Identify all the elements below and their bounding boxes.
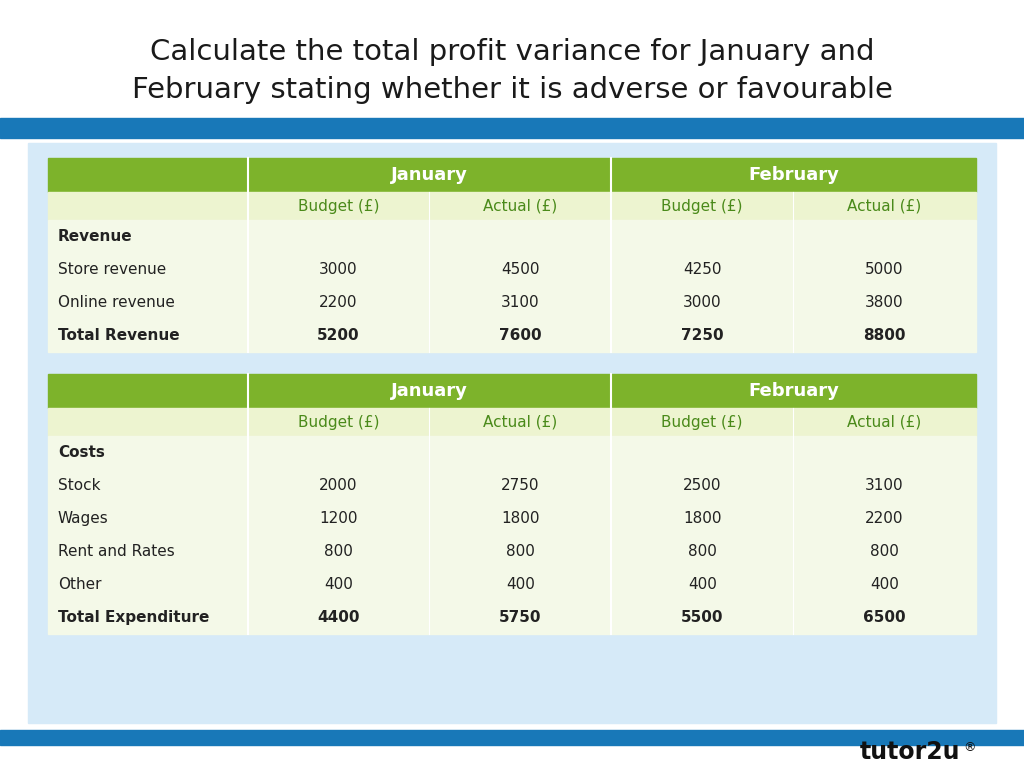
Bar (48, 436, 976, 469)
Text: Total Expenditure: Total Expenditure (58, 610, 209, 625)
Text: Other: Other (58, 577, 101, 592)
Text: Actual (£): Actual (£) (483, 415, 557, 429)
Bar (48, 502, 976, 535)
Text: Budget (£): Budget (£) (662, 415, 743, 429)
Bar (28, 143, 996, 723)
Text: Budget (£): Budget (£) (298, 415, 379, 429)
Text: Costs: Costs (58, 445, 104, 460)
Text: 400: 400 (506, 577, 535, 592)
Text: January: January (391, 382, 468, 400)
Bar (48, 253, 976, 286)
Text: 2750: 2750 (501, 478, 540, 493)
Bar (48, 158, 976, 192)
Text: February: February (749, 166, 839, 184)
Text: 1800: 1800 (683, 511, 722, 526)
Text: Rent and Rates: Rent and Rates (58, 544, 175, 559)
Text: 5750: 5750 (499, 610, 542, 625)
Text: 3100: 3100 (501, 295, 540, 310)
Text: 800: 800 (870, 544, 899, 559)
Text: Budget (£): Budget (£) (298, 198, 379, 214)
Text: 3100: 3100 (865, 478, 904, 493)
Text: January: January (391, 166, 468, 184)
Bar (48, 374, 976, 408)
Text: Stock: Stock (58, 478, 100, 493)
Text: 800: 800 (324, 544, 353, 559)
Bar (48, 192, 976, 220)
Text: Calculate the total profit variance for January and: Calculate the total profit variance for … (150, 38, 874, 66)
Text: 400: 400 (688, 577, 717, 592)
Text: 4400: 4400 (317, 610, 359, 625)
Text: 6500: 6500 (863, 610, 906, 625)
Text: 3800: 3800 (865, 295, 904, 310)
Text: 7600: 7600 (499, 328, 542, 343)
Bar (48, 469, 976, 502)
Text: 400: 400 (870, 577, 899, 592)
Text: February stating whether it is adverse or favourable: February stating whether it is adverse o… (131, 76, 893, 104)
Bar (48, 319, 976, 352)
Text: 3000: 3000 (683, 295, 722, 310)
Text: 4500: 4500 (501, 262, 540, 277)
Text: 800: 800 (506, 544, 535, 559)
Bar (48, 286, 976, 319)
Text: Store revenue: Store revenue (58, 262, 166, 277)
Bar (48, 568, 976, 601)
Text: 2200: 2200 (865, 511, 904, 526)
Text: Budget (£): Budget (£) (662, 198, 743, 214)
Text: 5000: 5000 (865, 262, 904, 277)
Bar (0, 118, 1024, 138)
Text: Actual (£): Actual (£) (483, 198, 557, 214)
Text: 4250: 4250 (683, 262, 722, 277)
Text: 7250: 7250 (681, 328, 724, 343)
Bar (0, 730, 1024, 745)
Text: 2000: 2000 (319, 478, 357, 493)
Text: 800: 800 (688, 544, 717, 559)
Text: Online revenue: Online revenue (58, 295, 175, 310)
Text: ®: ® (963, 741, 976, 754)
Text: Actual (£): Actual (£) (848, 415, 922, 429)
Text: Revenue: Revenue (58, 229, 133, 244)
Bar (48, 601, 976, 634)
Bar (48, 535, 976, 568)
Text: 1200: 1200 (319, 511, 357, 526)
Text: 400: 400 (324, 577, 353, 592)
Text: February: February (749, 382, 839, 400)
Text: 5500: 5500 (681, 610, 724, 625)
Text: 2200: 2200 (319, 295, 357, 310)
Text: Actual (£): Actual (£) (848, 198, 922, 214)
Text: 1800: 1800 (501, 511, 540, 526)
Text: 5200: 5200 (317, 328, 359, 343)
Text: 2500: 2500 (683, 478, 722, 493)
Text: tutor2u: tutor2u (859, 740, 961, 764)
Bar (48, 408, 976, 436)
Bar (48, 220, 976, 253)
Text: Total Revenue: Total Revenue (58, 328, 179, 343)
Text: 3000: 3000 (319, 262, 357, 277)
Text: Wages: Wages (58, 511, 109, 526)
Text: 8800: 8800 (863, 328, 906, 343)
